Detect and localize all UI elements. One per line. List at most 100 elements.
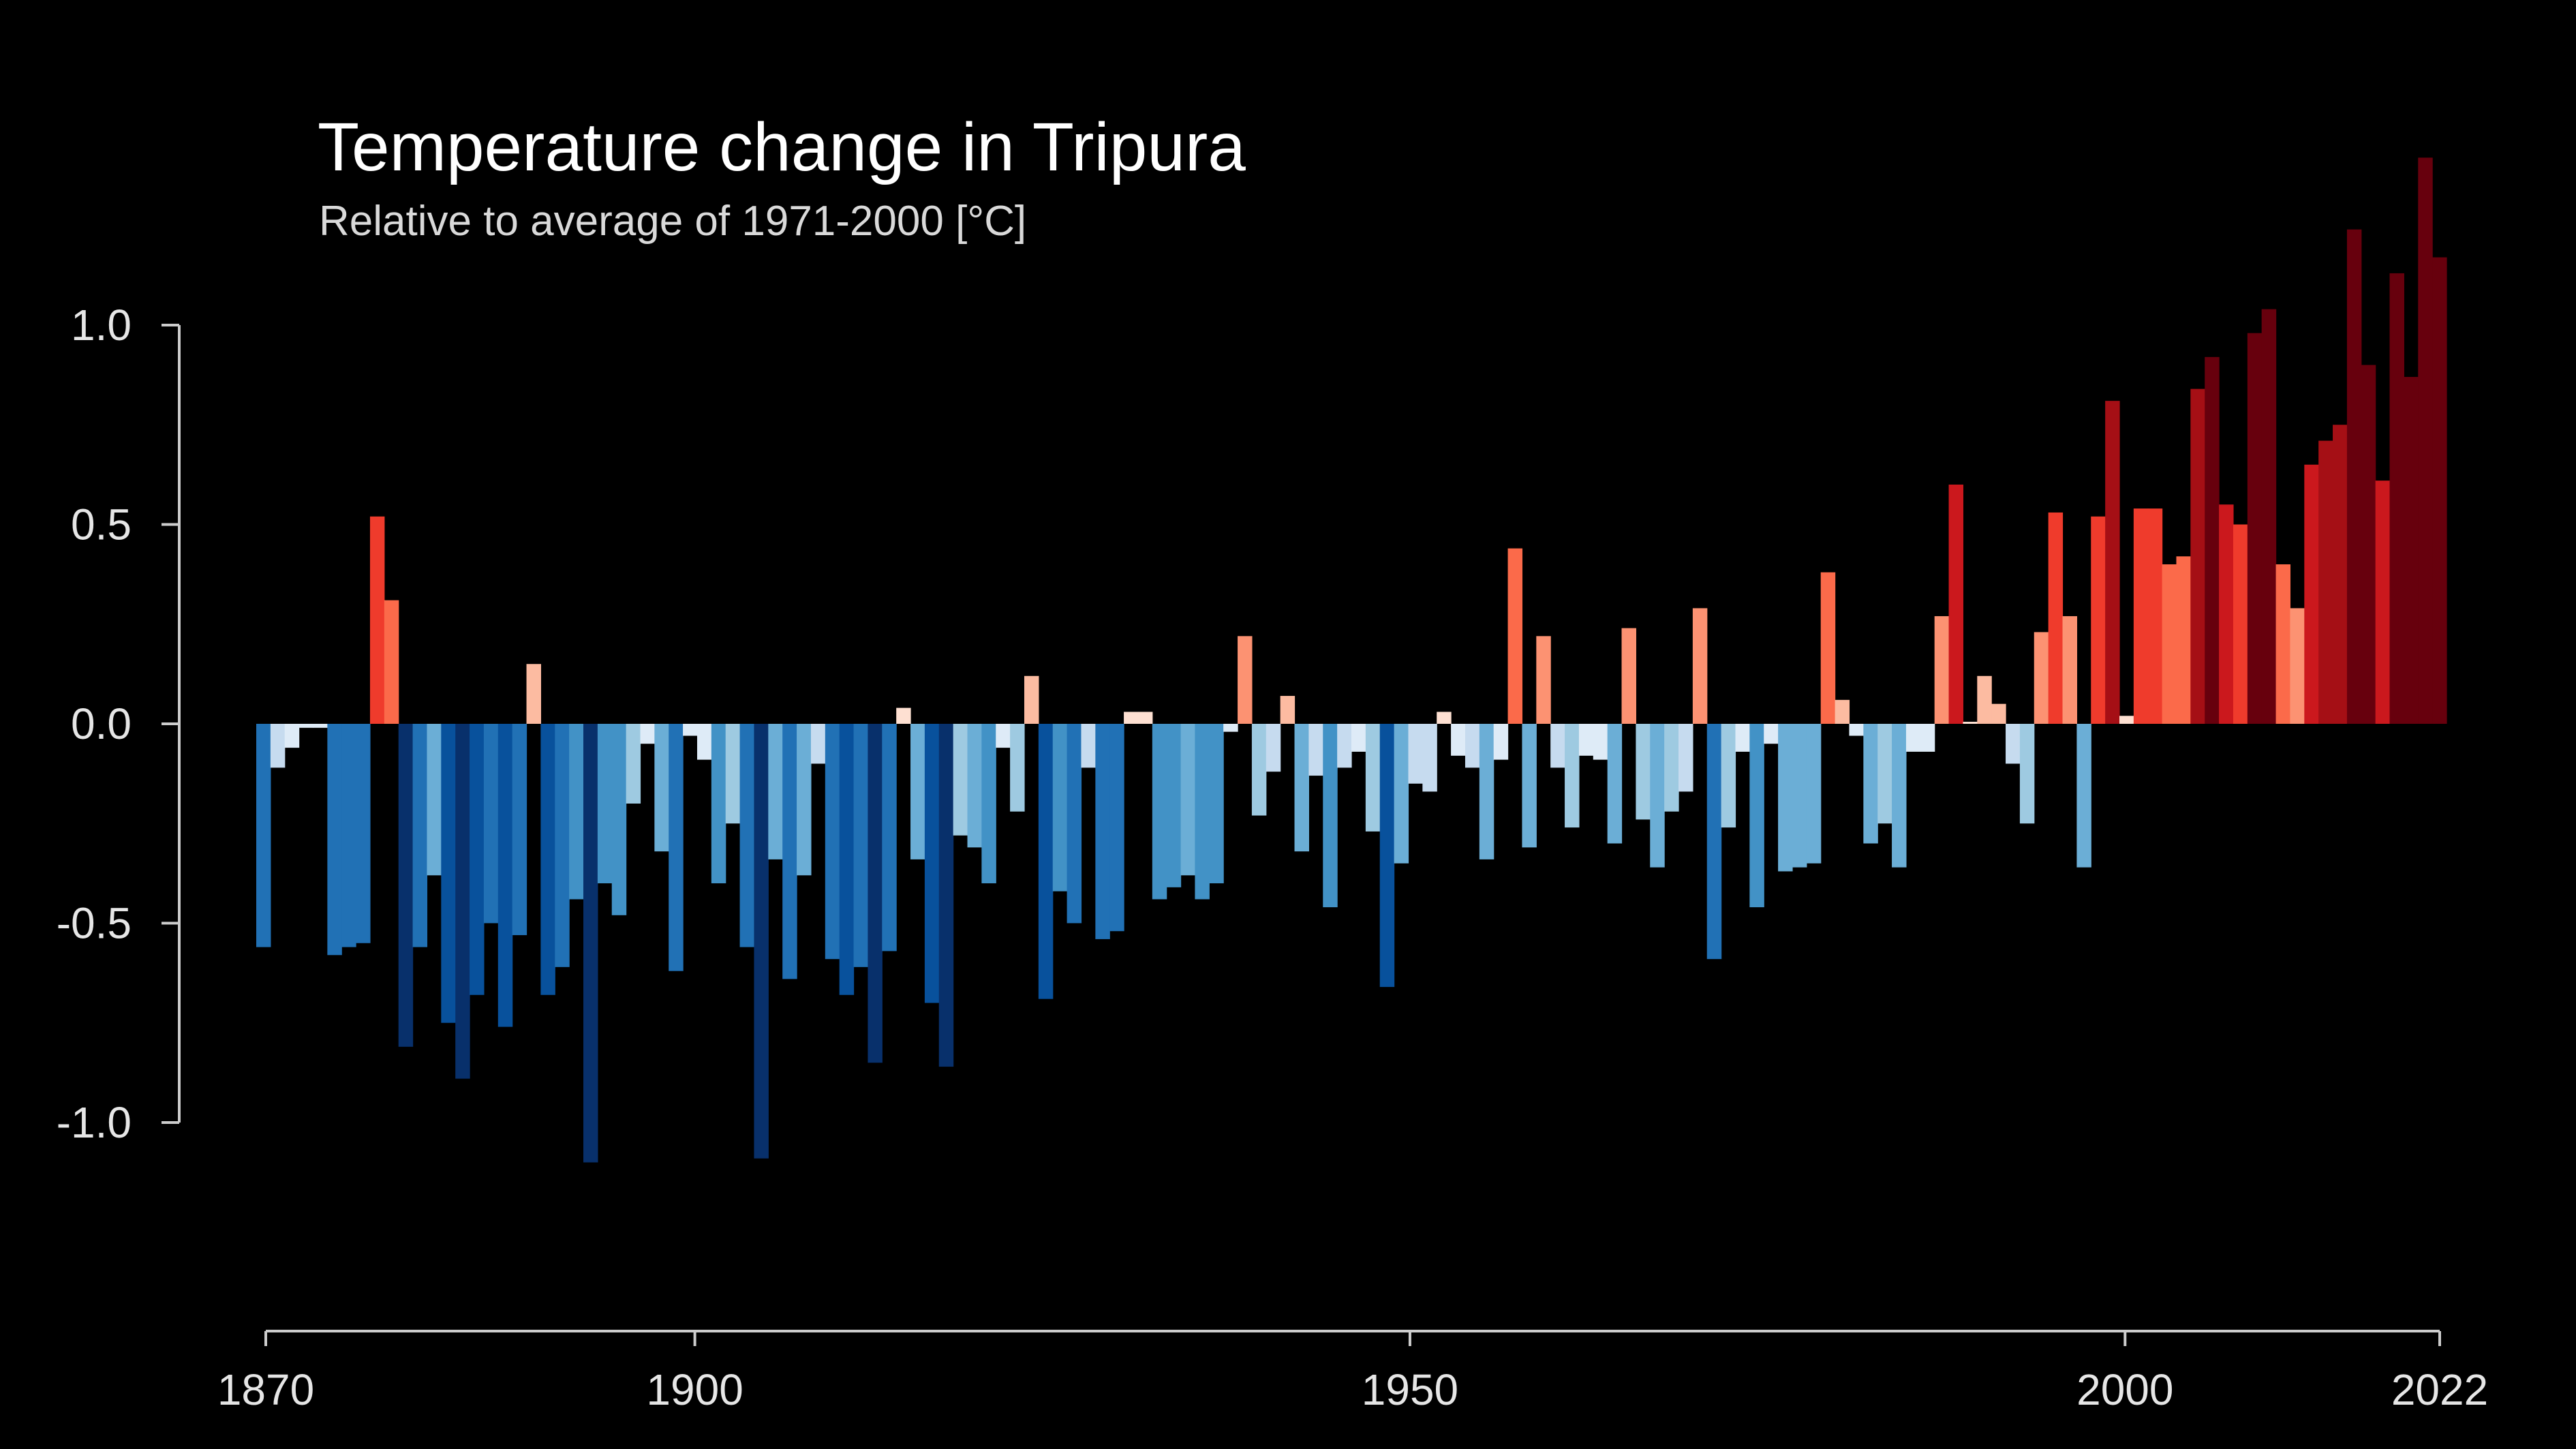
bar-1906 [768,724,783,859]
bar-1889 [526,664,541,724]
bar-1974 [1735,724,1750,752]
bar-1919 [953,724,968,836]
bar-2000 [2105,401,2120,724]
bar-1916 [910,724,925,859]
bar-2009 [2233,524,2248,724]
bar-1880 [398,724,414,1047]
bar-1895 [611,724,627,915]
x-tick-label: 1900 [646,1365,743,1414]
bar-2002 [2133,508,2149,724]
bar-1926 [1052,724,1068,891]
bar-1886 [483,724,499,924]
bar-1953 [1437,712,1452,724]
bar-2004 [2162,564,2177,724]
bar-1872 [284,724,300,748]
bar-1920 [967,724,982,848]
bar-1935 [1180,724,1196,876]
bar-1918 [938,724,954,1067]
bar-1943 [1294,724,1309,852]
x-tick-label: 1870 [217,1365,314,1414]
bar-1905 [754,724,769,1159]
bar-2014 [2304,464,2319,724]
bar-1881 [412,724,428,947]
bar-2005 [2176,556,2191,724]
bar-1878 [369,516,385,724]
bar-2015 [2318,440,2333,724]
bar-1963 [1578,724,1594,756]
bar-1902 [711,724,726,883]
bar-1883 [441,724,456,1023]
bar-1885 [470,724,485,995]
bar-1917 [924,724,940,1003]
bar-1981 [1835,699,1850,724]
bar-1954 [1451,724,1466,756]
bar-1980 [1820,572,1836,724]
bar-1930 [1109,724,1124,932]
bar-1947 [1351,724,1366,752]
bar-1887 [497,724,513,1027]
bar-1994 [2019,724,2035,824]
bar-1948 [1365,724,1381,832]
bar-1904 [739,724,755,947]
bar-2021 [2404,377,2419,724]
bar-1982 [1849,724,1864,736]
bar-1877 [356,724,371,943]
bar-1907 [782,724,797,979]
bar-1873 [298,724,314,728]
chart-subtitle: Relative to average of 1971-2000 [°C] [319,198,1026,245]
y-tick-label: -1.0 [57,1098,132,1147]
bar-1910 [825,724,840,960]
bar-2023 [2432,257,2447,724]
chart-title: Temperature change in Tripura [318,109,1246,185]
bar-1894 [597,724,613,883]
bar-1903 [725,724,741,824]
bar-1934 [1166,724,1182,887]
bar-1940 [1251,724,1267,816]
bar-2007 [2205,356,2220,724]
bar-1946 [1337,724,1352,768]
bar-1925 [1038,724,1054,999]
bar-1891 [555,724,570,967]
bar-1984 [1877,724,1892,824]
bar-1995 [2034,632,2049,724]
bar-1929 [1095,724,1110,939]
bar-1952 [1422,724,1437,792]
bar-1879 [384,600,399,724]
x-tick-label: 2022 [2391,1365,2488,1414]
bar-1965 [1607,724,1623,844]
bar-1912 [853,724,869,967]
bar-1927 [1067,724,1082,924]
bar-1892 [569,724,584,900]
x-tick-label: 1950 [1362,1365,1458,1414]
bar-1956 [1479,724,1494,859]
bar-1990 [1963,722,1978,724]
bar-1897 [640,724,655,744]
bar-1966 [1621,628,1636,724]
bar-1993 [2006,724,2021,764]
bar-1928 [1081,724,1096,768]
bar-1985 [1892,724,1907,868]
bar-1901 [696,724,712,760]
bar-1986 [1905,724,1921,752]
bar-2020 [2389,273,2404,724]
bar-2022 [2418,157,2433,724]
bar-1971 [1692,608,1708,724]
y-tick-label: 0.5 [71,500,132,549]
bar-1882 [427,724,442,876]
bar-1898 [654,724,669,852]
bar-1962 [1565,724,1580,828]
bar-1890 [540,724,555,995]
bar-1989 [1948,485,1964,724]
bar-2016 [2333,425,2348,724]
bar-1931 [1124,712,1139,724]
y-axis: 1.0 0.5 0.0 -0.5 -1.0 [57,301,181,1147]
bar-2019 [2375,481,2391,724]
bar-1921 [981,724,996,883]
bar-1969 [1664,724,1679,812]
bar-1949 [1379,724,1395,988]
y-tick-label: 1.0 [71,301,132,350]
bar-1999 [2091,516,2106,724]
bar-1979 [1806,724,1822,864]
bar-1957 [1493,724,1509,760]
